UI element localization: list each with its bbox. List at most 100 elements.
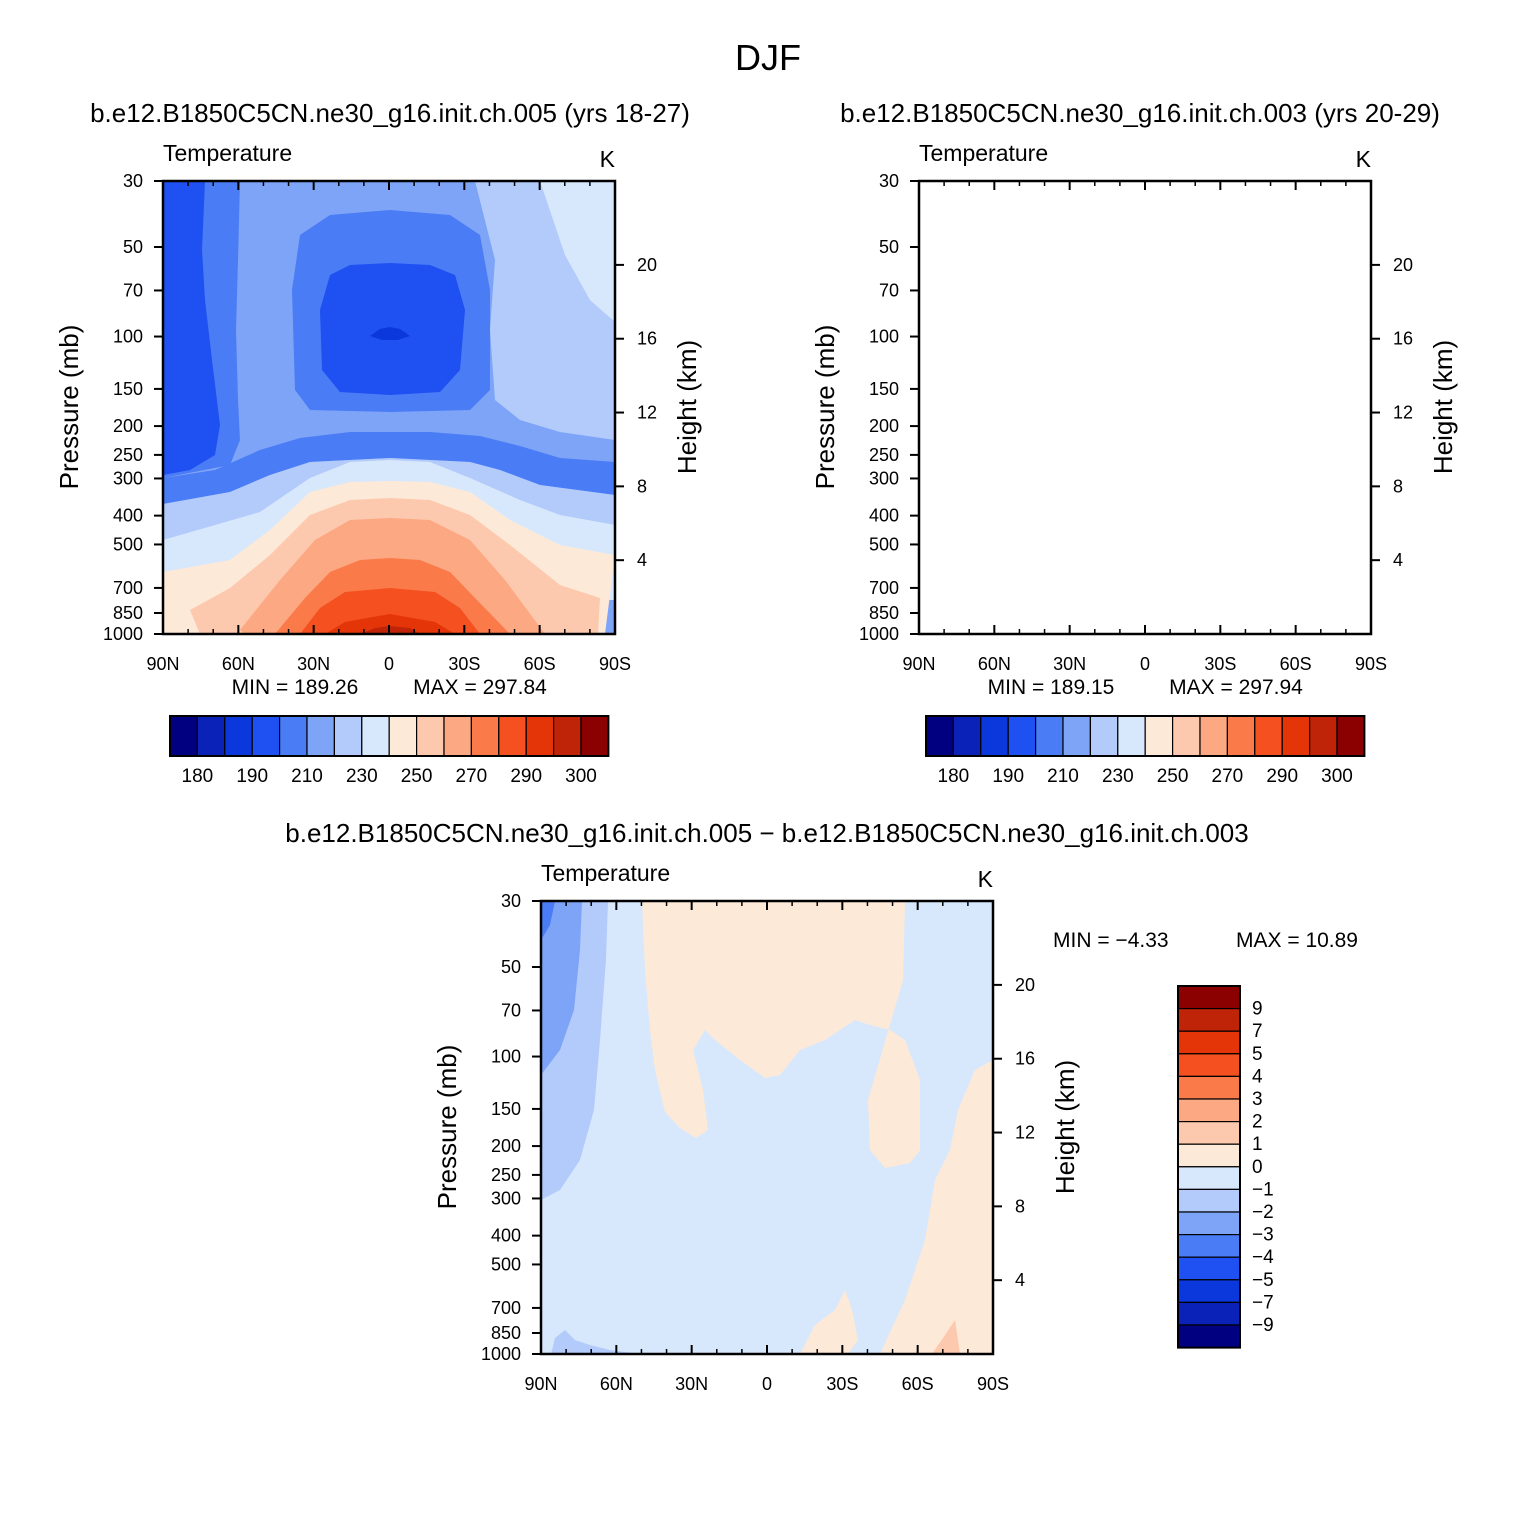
panel-b-y2label: Height (km) [1428, 340, 1458, 474]
colorbar-label: 300 [565, 766, 597, 787]
y2-tick-label: 16 [1393, 329, 1413, 349]
y2-tick-label: 4 [1015, 1270, 1025, 1290]
colorbar-label: −1 [1252, 1179, 1274, 1200]
colorbar-label: −9 [1252, 1315, 1274, 1336]
colorbar-label: 270 [1212, 766, 1244, 787]
y-tick-label: 250 [491, 1165, 521, 1185]
contour-fill [541, 901, 555, 940]
colorbar-box [306, 715, 335, 757]
colorbar-box [1089, 715, 1119, 757]
panel-b-axes: 90N 60N 30N 0 30S 60S 90S 30 50 70 100 150 200 250 300… [859, 171, 1413, 674]
panel-a: b.e12.B1850C5CN.ne30_g16.init.ch.005 (yr… [54, 98, 702, 787]
y-tick-label: 70 [879, 280, 899, 300]
y-tick-label: 70 [501, 1000, 521, 1020]
y-tick-label: 250 [113, 445, 143, 465]
panel-b-colorbar: 180 190 210 230 250 270 290 300 [925, 715, 1366, 787]
y-tick-label: 850 [113, 603, 143, 623]
panel-a-axes: 90N 60N 30N 0 30S 60S 90S 30 50 70 100 150 200 250 300… [103, 171, 657, 674]
contour-fill [919, 432, 1371, 504]
y2-tick-label: 16 [637, 329, 657, 349]
colorbar-label: 7 [1252, 1021, 1263, 1042]
y-tick-label: 250 [869, 445, 899, 465]
y-tick-label: 850 [491, 1323, 521, 1343]
colorbar-box [1177, 1075, 1241, 1100]
colorbar-label: −7 [1252, 1292, 1274, 1313]
colorbar-box [952, 715, 982, 757]
colorbar-box [1226, 715, 1256, 757]
colorbar-box [1281, 715, 1311, 757]
colorbar-box [224, 715, 253, 757]
y2-tick-label: 20 [637, 255, 657, 275]
colorbar-box [388, 715, 418, 757]
x-tick-label: 60S [524, 654, 556, 674]
colorbar-label: 180 [182, 766, 214, 787]
contour-fill [919, 481, 1371, 634]
y-tick-label: 150 [869, 379, 899, 399]
colorbar-box [525, 715, 555, 757]
y-tick-label: 400 [869, 506, 899, 526]
colorbar-label: 230 [346, 766, 378, 787]
colorbar-box [1177, 1233, 1241, 1258]
contour-fill [642, 901, 920, 1168]
contour-fill [325, 614, 455, 634]
panel-a-y2label: Height (km) [672, 340, 702, 474]
colorbar-label: 0 [1252, 1157, 1263, 1178]
colorbar-frame [169, 715, 610, 757]
contour-fill [541, 901, 582, 1075]
y-tick-label: 500 [113, 534, 143, 554]
x-tick-label: 30S [1204, 654, 1236, 674]
y-tick-label: 700 [869, 578, 899, 598]
contour-fill [1296, 181, 1371, 322]
colorbar-label: 9 [1252, 999, 1263, 1020]
colorbar-label: 270 [456, 766, 488, 787]
panel-a-contours [163, 181, 615, 634]
y-tick-label: 300 [491, 1188, 521, 1208]
colorbar-box [1177, 1053, 1241, 1078]
colorbar-box [470, 715, 500, 757]
panel-b-max: MAX = 297.94 [1169, 676, 1303, 699]
contour-fill [163, 432, 615, 504]
colorbar-box [1308, 715, 1338, 757]
x-tick-label: 0 [762, 1374, 772, 1394]
panel-c-title: b.e12.B1850C5CN.ne30_g16.init.ch.005 − b… [285, 818, 1248, 848]
colorbar-label: 1 [1252, 1134, 1263, 1155]
y2-tick-label: 8 [1015, 1196, 1025, 1216]
panel-c-y2label: Height (km) [1050, 1060, 1080, 1194]
x-tick-label: 30N [1053, 654, 1086, 674]
colorbar-label: −4 [1252, 1247, 1274, 1268]
colorbar-box [1171, 715, 1201, 757]
y-tick-label: 50 [501, 957, 521, 977]
panel-c-ylabel: Pressure (mb) [432, 1045, 462, 1210]
x-tick-label: 60N [222, 654, 255, 674]
y-tick-label: 200 [113, 416, 143, 436]
colorbar-box [1177, 1143, 1241, 1168]
contour-fill [1231, 181, 1371, 440]
colorbar-label: 5 [1252, 1044, 1263, 1065]
panel-a-ylabel: Pressure (mb) [54, 325, 84, 490]
contour-fill [919, 181, 996, 478]
y-tick-label: 500 [869, 534, 899, 554]
contour-fill [919, 460, 1371, 600]
colorbar-box [1034, 715, 1064, 757]
x-tick-label: 90N [146, 654, 179, 674]
contour-fill [1076, 263, 1221, 395]
contour-fill [370, 327, 410, 340]
panel-b-left-label: Temperature [919, 140, 1048, 166]
contour-fill [800, 1290, 858, 1354]
panel-b-title: b.e12.B1850C5CN.ne30_g16.init.ch.003 (yr… [840, 98, 1440, 128]
contour-fill [932, 1320, 960, 1354]
colorbar-label: 300 [1321, 766, 1353, 787]
colorbar-label: 210 [1047, 766, 1079, 787]
contour-fill [996, 518, 1301, 634]
y2-tick-label: 12 [637, 403, 657, 423]
y-tick-label: 50 [879, 237, 899, 257]
y-tick-label: 100 [869, 327, 899, 347]
panel-a-left-label: Temperature [163, 140, 292, 166]
y-tick-label: 150 [113, 379, 143, 399]
colorbar-label: 180 [938, 766, 970, 787]
colorbar-frame [1177, 985, 1241, 1349]
colorbar-frame [925, 715, 1366, 757]
colorbar-label: 250 [401, 766, 433, 787]
colorbar-box [1177, 1007, 1241, 1032]
